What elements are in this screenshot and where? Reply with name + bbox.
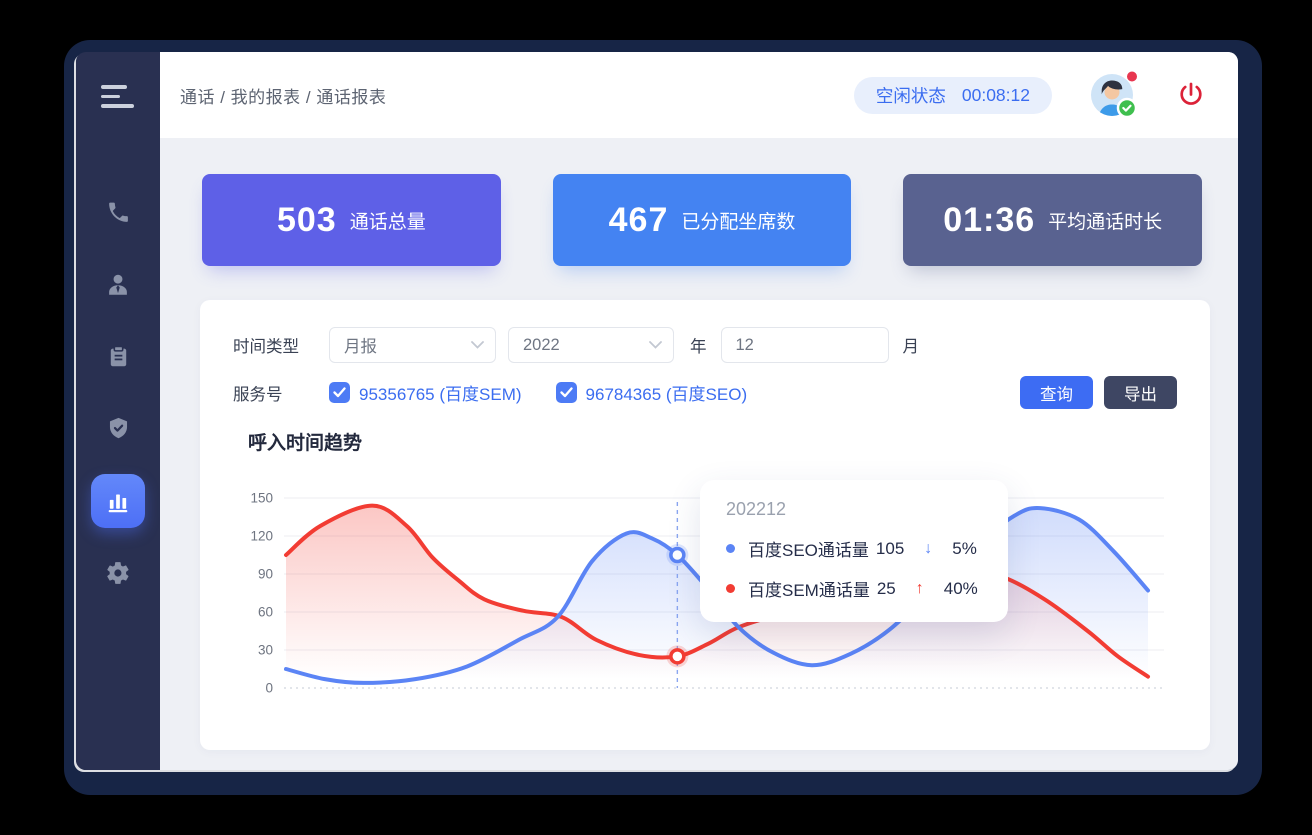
main-area: 通话 / 我的报表 / 通话报表 空闲状态 00:08:12 xyxy=(160,52,1238,770)
tooltip-row-seo: 百度SEO通话量 105 ↓ 5% xyxy=(726,536,982,561)
avatar-image xyxy=(1091,71,1138,119)
incoming-trend-chart: 0 30 60 90 120 150 202212 百度SEO通话量 105 ↓ 5% xyxy=(228,480,1168,718)
stat-value: 01:36 xyxy=(943,200,1036,239)
stat-card-assigned-agents: 467 已分配坐席数 xyxy=(552,174,852,266)
chevron-down-icon xyxy=(649,341,662,349)
tooltip-row-sem: 百度SEM通话量 25 ↑ 40% xyxy=(726,576,982,601)
tooltip-period: 202212 xyxy=(726,499,787,519)
user-icon xyxy=(109,274,127,295)
report-panel: 时间类型 月报 2022 年 月 服 xyxy=(200,300,1210,750)
service-checkbox-seo[interactable]: 96784365 (百度SEO) xyxy=(555,380,748,405)
svg-text:90: 90 xyxy=(258,567,273,582)
menu-toggle-button[interactable] xyxy=(101,85,135,114)
sidebar-item-agents[interactable] xyxy=(104,271,132,299)
stat-label: 通话总量 xyxy=(349,211,426,233)
agent-status-pill[interactable]: 空闲状态 00:08:12 xyxy=(853,76,1052,114)
stat-label: 已分配坐席数 xyxy=(681,211,796,233)
chevron-down-icon xyxy=(471,341,484,349)
sidebar-item-reports[interactable] xyxy=(91,473,145,528)
trend-down-arrow-icon: ↓ xyxy=(924,539,933,557)
sidebar-item-quality[interactable] xyxy=(104,415,132,443)
stat-label: 平均通话时长 xyxy=(1048,211,1163,233)
svg-text:120: 120 xyxy=(250,529,273,544)
shield-check-icon xyxy=(109,417,127,439)
phone-icon xyxy=(108,202,128,222)
sidebar-item-calls[interactable] xyxy=(104,199,132,227)
sidebar-nav xyxy=(91,199,145,587)
query-button[interactable]: 查询 xyxy=(1020,376,1093,409)
time-type-value: 月报 xyxy=(344,338,377,356)
sidebar-item-settings[interactable] xyxy=(104,559,132,587)
checkbox-checked-icon xyxy=(329,382,350,403)
tooltip-series-name: 百度SEO通话量 xyxy=(748,541,869,560)
stat-value: 467 xyxy=(608,200,669,239)
svg-text:0: 0 xyxy=(265,681,273,696)
status-label: 空闲状态 xyxy=(875,85,946,106)
sidebar-item-records[interactable] xyxy=(104,343,132,371)
series-dot-seo xyxy=(726,544,735,553)
bar-chart-icon xyxy=(108,493,128,512)
svg-text:150: 150 xyxy=(250,491,273,506)
status-timer: 00:08:12 xyxy=(961,84,1030,105)
sidebar xyxy=(76,52,160,770)
app-frame: 通话 / 我的报表 / 通话报表 空闲状态 00:08:12 xyxy=(64,40,1262,795)
stat-value: 503 xyxy=(276,200,337,239)
export-button[interactable]: 导出 xyxy=(1104,376,1177,409)
service-checkbox-sem[interactable]: 95356765 (百度SEM) xyxy=(329,380,522,405)
svg-text:30: 30 xyxy=(258,643,273,658)
action-buttons: 查询 导出 xyxy=(1020,376,1177,409)
logout-power-button[interactable] xyxy=(1176,80,1206,110)
service-filter-row: 服务号 95356765 (百度SEM) 96784365 (百度SEO) xyxy=(233,380,747,405)
time-filter-row: 时间类型 月报 2022 年 月 xyxy=(233,327,919,363)
app-window: 通话 / 我的报表 / 通话报表 空闲状态 00:08:12 xyxy=(76,52,1238,770)
tooltip-change-pct: 5% xyxy=(952,538,977,558)
stat-cards: 503 通话总量 467 已分配坐席数 01:36 平均通话时长 xyxy=(160,138,1238,266)
chart-title: 呼入时间趋势 xyxy=(248,433,363,454)
trend-up-arrow-icon: ↑ xyxy=(915,579,924,597)
tooltip-series-value: 25 xyxy=(876,578,896,598)
stat-card-avg-duration: 01:36 平均通话时长 xyxy=(903,174,1203,266)
time-type-label: 时间类型 xyxy=(233,338,299,356)
notification-dot xyxy=(1127,71,1137,82)
chart-tooltip: 202212 百度SEO通话量 105 ↓ 5% 百度SEM通话量 xyxy=(700,480,1008,622)
year-unit-label: 年 xyxy=(690,338,707,356)
topbar: 通话 / 我的报表 / 通话报表 空闲状态 00:08:12 xyxy=(160,52,1238,138)
gear-icon xyxy=(107,561,129,584)
clipboard-icon xyxy=(110,345,126,367)
service-option-label: 95356765 (百度SEM) xyxy=(359,385,522,404)
service-option-label: 96784365 (百度SEO) xyxy=(585,385,748,404)
content-area: 503 通话总量 467 已分配坐席数 01:36 平均通话时长 时间类型 xyxy=(160,138,1238,770)
breadcrumb: 通话 / 我的报表 / 通话报表 xyxy=(180,87,387,107)
month-unit-label: 月 xyxy=(902,338,920,356)
month-input[interactable] xyxy=(720,327,889,363)
avatar[interactable] xyxy=(1090,71,1138,119)
trend-chart-canvas[interactable]: 0 30 60 90 120 150 xyxy=(228,488,1168,716)
series-dot-sem xyxy=(726,584,735,593)
year-value: 2022 xyxy=(523,335,560,354)
power-icon xyxy=(1180,82,1202,105)
year-select[interactable]: 2022 xyxy=(508,327,674,363)
checkbox-checked-icon xyxy=(555,382,577,403)
time-type-select[interactable]: 月报 xyxy=(329,327,496,363)
tooltip-series-value: 105 xyxy=(875,538,905,558)
tooltip-change-pct: 40% xyxy=(943,578,978,598)
service-label: 服务号 xyxy=(233,385,283,404)
tooltip-series-name: 百度SEM通话量 xyxy=(748,581,870,600)
stat-card-total-calls: 503 通话总量 xyxy=(202,174,501,266)
svg-text:60: 60 xyxy=(258,605,273,620)
